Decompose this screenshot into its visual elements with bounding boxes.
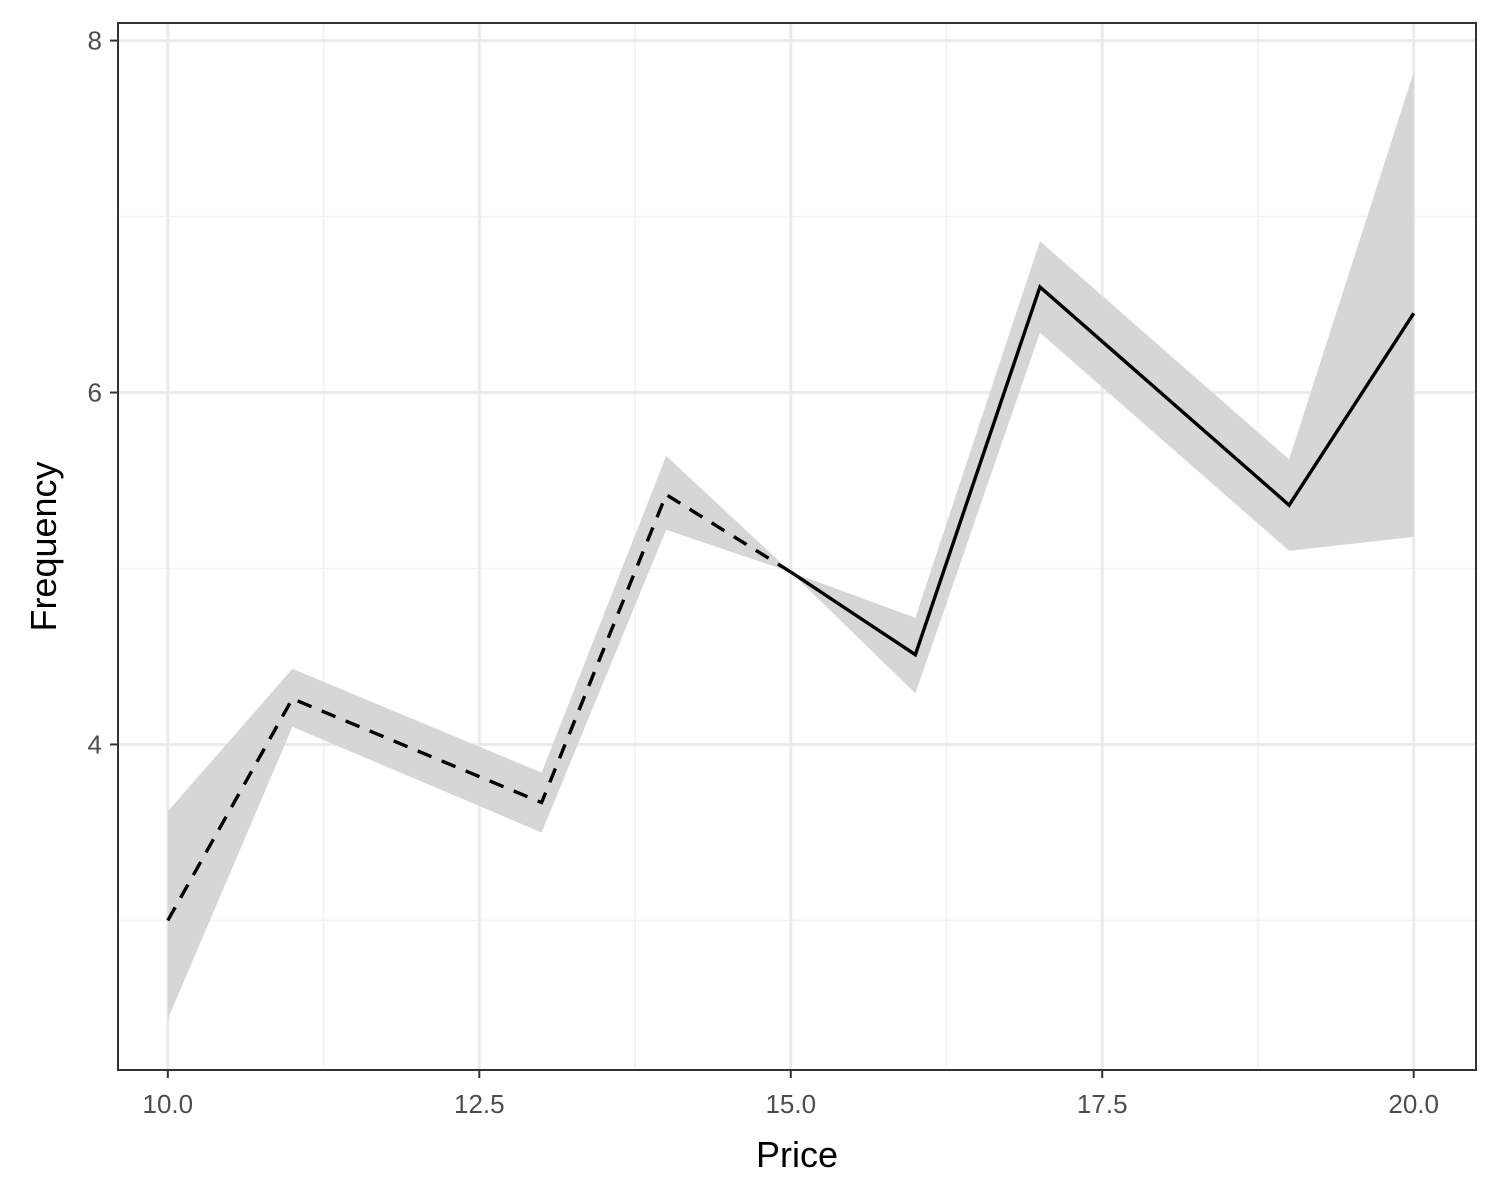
- series-lines: [166, 283, 1416, 922]
- panel-border: [117, 22, 1477, 1071]
- x-tick-label: 17.5: [1077, 1089, 1128, 1119]
- confidence-ribbon: [167, 72, 1414, 1019]
- y-axis: 4 6 8: [88, 26, 118, 759]
- series-line-dashed: [166, 492, 792, 922]
- minor-gridlines: [118, 23, 1476, 1070]
- x-tick-label: 10.0: [143, 1089, 194, 1119]
- x-axis-title: Price: [756, 1134, 838, 1175]
- y-axis-title: Frequency: [23, 461, 64, 631]
- x-axis: 10.0 12.5 15.0 17.5 20.0: [143, 1070, 1439, 1119]
- major-gridlines: [118, 23, 1476, 1070]
- x-tick-label: 12.5: [454, 1089, 505, 1119]
- y-tick-label: 6: [88, 378, 102, 408]
- ribbon-area: [167, 72, 1414, 1019]
- series-line-solid: [789, 283, 1416, 658]
- x-tick-label: 20.0: [1388, 1089, 1439, 1119]
- x-tick-label: 15.0: [765, 1089, 816, 1119]
- y-tick-label: 8: [88, 26, 102, 56]
- y-tick-label: 4: [88, 729, 102, 759]
